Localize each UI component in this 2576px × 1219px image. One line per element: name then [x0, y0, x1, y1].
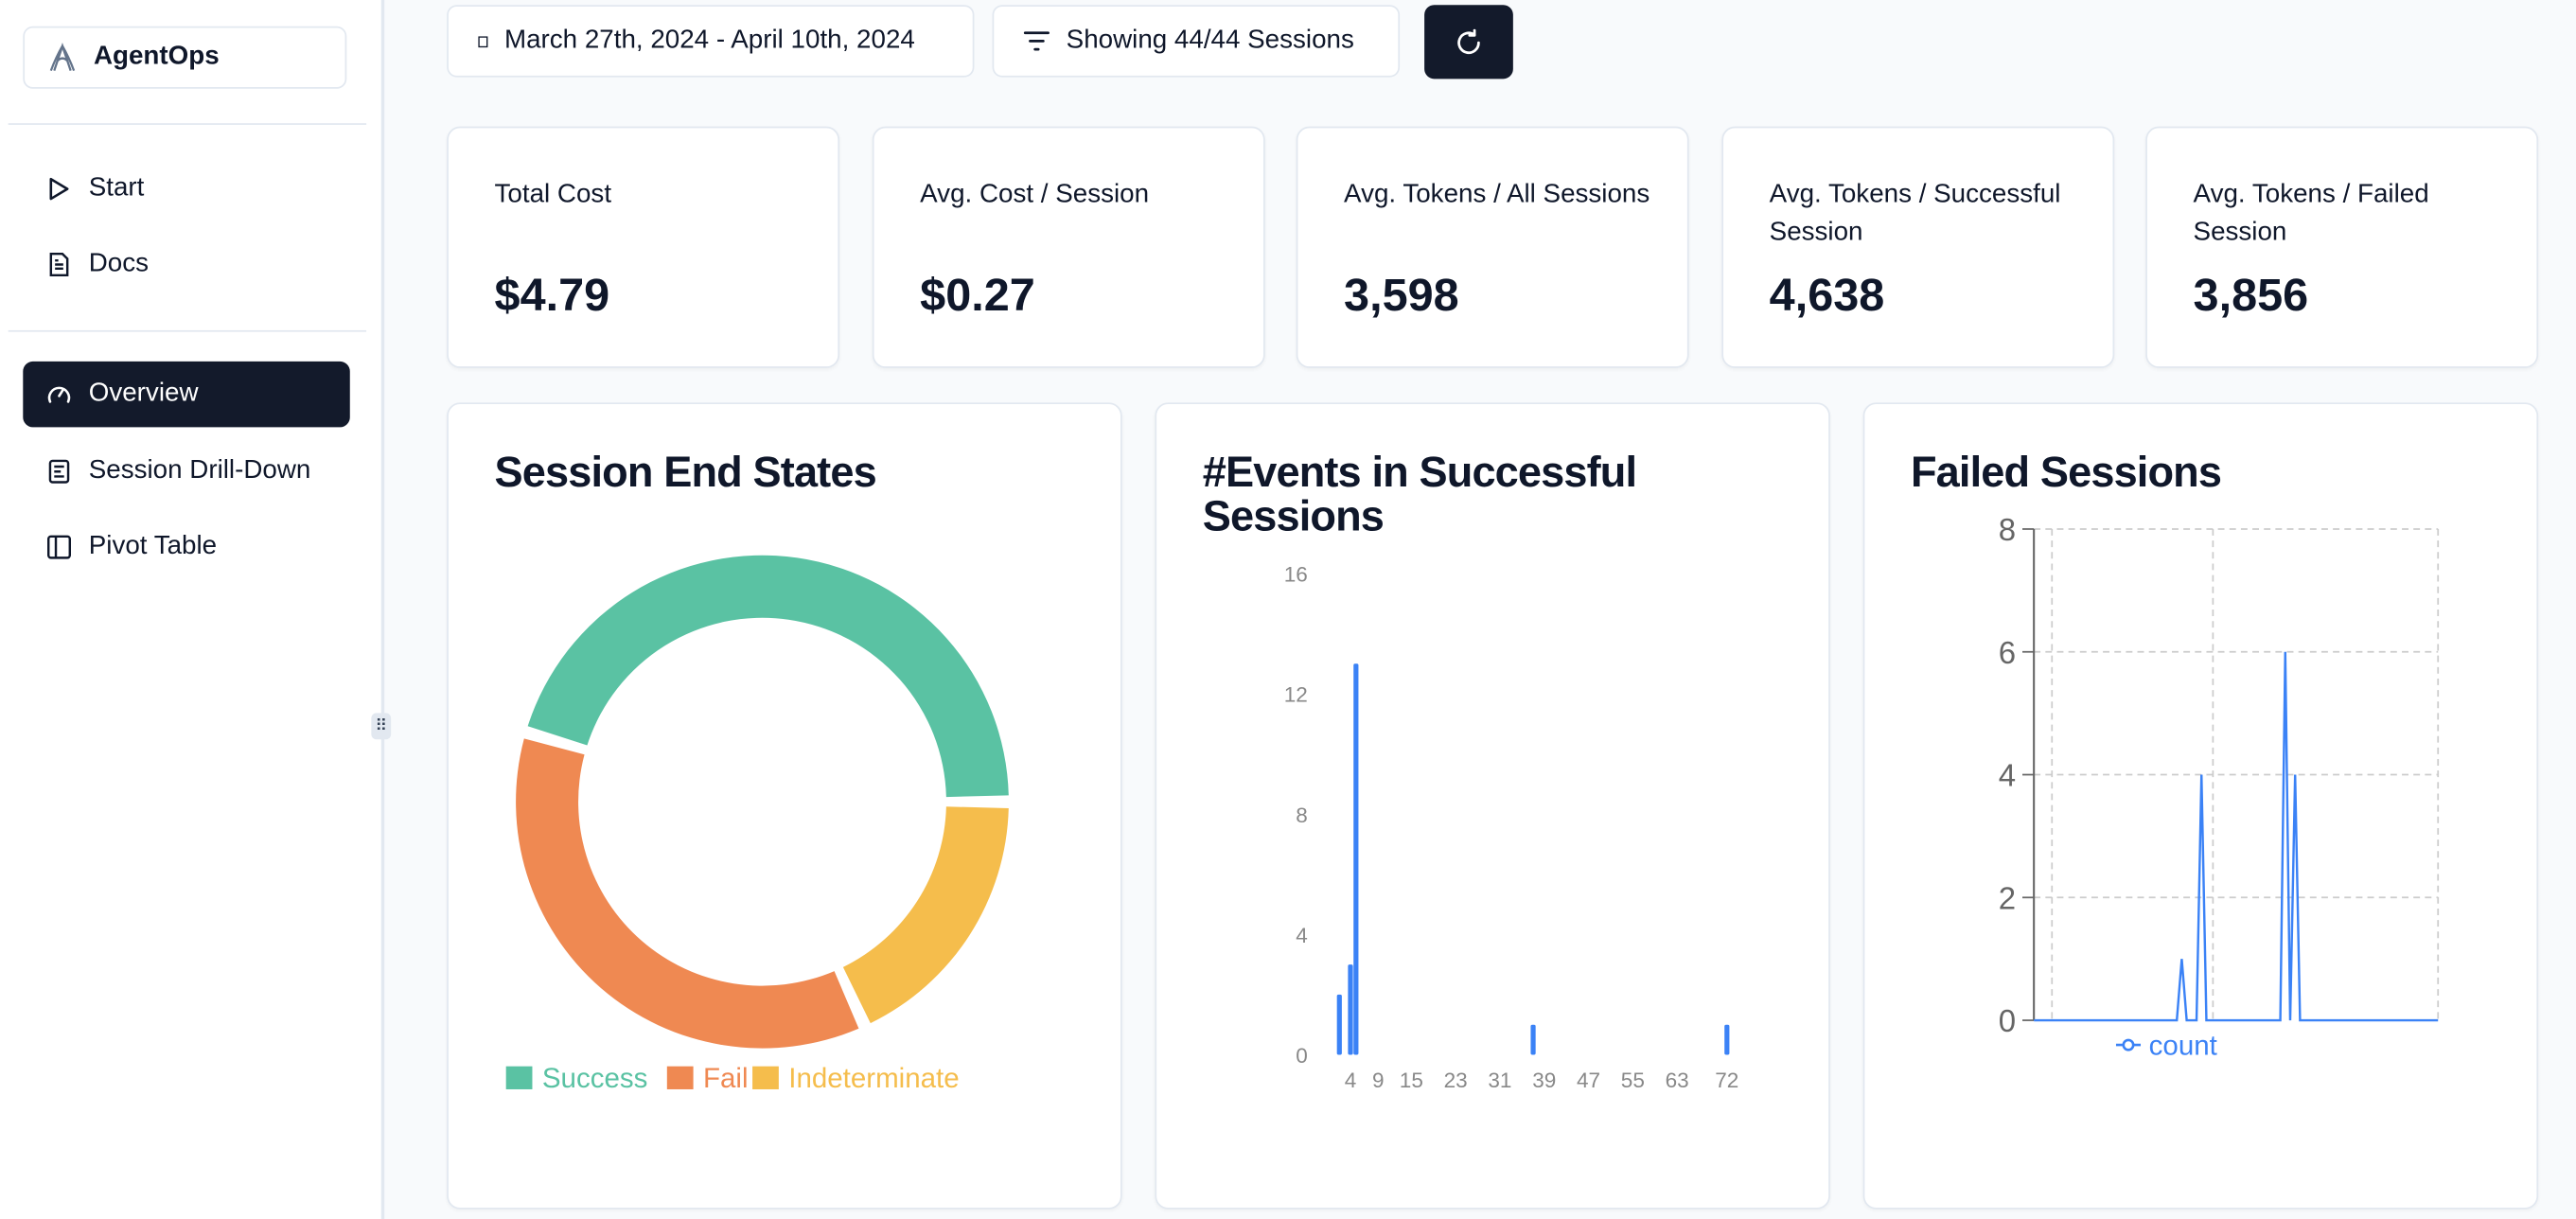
bar	[1724, 1024, 1730, 1055]
stat-label: Avg. Tokens / All Sessions	[1344, 180, 1650, 209]
line-chart: 0 2 4 6 8 count	[1999, 512, 2440, 1062]
x-tick-label: 72	[1715, 1069, 1738, 1092]
stat-label: Avg. Tokens / Successful Session	[1769, 180, 2061, 247]
stat-card-avg-tokens-failed: Avg. Tokens / Failed Session 3,856	[2145, 126, 2539, 368]
play-icon	[49, 177, 69, 201]
x-tick-label: 47	[1577, 1069, 1600, 1092]
chart-title: #Events in Successful Sessions	[1202, 447, 1637, 541]
bar	[1336, 994, 1342, 1055]
gauge-icon	[47, 386, 71, 403]
sidebar-item-overview[interactable]: Overview	[23, 361, 350, 428]
x-tick-label: 15	[1400, 1069, 1423, 1092]
legend-swatch	[505, 1066, 533, 1089]
chart-title: Session End States	[494, 447, 877, 497]
y-tick-label: 8	[1296, 804, 1308, 827]
chart-card-session-end-states: Session End States Success Fail Indetermin…	[447, 402, 1122, 1210]
stat-value: $4.79	[494, 269, 610, 321]
panel-icon	[46, 535, 71, 559]
legend-label: Fail	[703, 1063, 749, 1094]
legend-label: Success	[542, 1063, 647, 1094]
brand-name: AgentOps	[93, 43, 220, 71]
stat-value: 3,598	[1344, 269, 1459, 321]
y-tick-label: 12	[1284, 683, 1308, 707]
date-range-label: March 27th, 2024 - April 10th, 2024	[503, 26, 915, 55]
sidebar-item-start[interactable]: Start	[23, 156, 349, 221]
y-tick-label: 2	[1999, 880, 2016, 915]
y-tick-label: 4	[1999, 758, 2016, 793]
stat-label: Avg. Tokens / Failed Session	[2193, 180, 2429, 247]
document-icon	[49, 252, 69, 276]
sidebar-item-label: Start	[88, 174, 145, 203]
donut-slice-fail	[516, 738, 859, 1049]
x-tick-label: 9	[1372, 1069, 1385, 1092]
filter-icon	[1023, 31, 1050, 51]
x-tick-label: 31	[1488, 1069, 1511, 1092]
legend-label: count	[2149, 1031, 2217, 1062]
legend-swatch	[666, 1066, 694, 1089]
sidebar-resize-handle[interactable]: ⠿	[371, 713, 392, 740]
bar	[1530, 1024, 1536, 1055]
donut-slice-success	[527, 555, 1009, 798]
x-tick-label: 4	[1345, 1069, 1357, 1092]
sidebar-item-label: Overview	[88, 380, 199, 408]
divider	[8, 123, 367, 125]
divider	[8, 329, 367, 332]
sidebar-item-label: Session Drill-Down	[88, 456, 311, 486]
donut-slice-indeterminate	[842, 806, 1009, 1024]
legend-label: Indeterminate	[788, 1063, 959, 1094]
series-line-count	[2034, 651, 2439, 1022]
sessions-filter-button[interactable]: Showing 44/44 Sessions	[992, 5, 1401, 78]
date-range-button[interactable]: March 27th, 2024 - April 10th, 2024	[447, 5, 975, 78]
refresh-button[interactable]	[1424, 5, 1513, 80]
y-tick-label: 4	[1296, 924, 1308, 947]
stat-value: 4,638	[1769, 269, 1885, 321]
stat-card-avg-cost: Avg. Cost / Session $0.27	[872, 126, 1265, 368]
x-tick-label: 39	[1532, 1069, 1556, 1092]
sidebar-item-docs[interactable]: Docs	[23, 232, 349, 297]
sidebar-item-label: Pivot Table	[88, 532, 218, 560]
x-tick-label: 63	[1666, 1069, 1689, 1092]
legend-marker-icon	[2122, 1038, 2135, 1051]
stat-value: $0.27	[920, 269, 1035, 321]
chart-card-failed-sessions: Failed Sessions 0 2 4 6 8 count	[1862, 402, 2539, 1210]
sessions-filter-label: Showing 44/44 Sessions	[1066, 26, 1354, 55]
donut-chart: Success Fail Indeterminate	[505, 555, 1009, 1094]
legend-swatch	[752, 1066, 779, 1089]
x-tick-label: 23	[1444, 1069, 1468, 1092]
sidebar-item-pivot-table[interactable]: Pivot Table	[23, 514, 349, 579]
stat-label: Total Cost	[494, 180, 612, 209]
bar	[1353, 663, 1359, 1055]
sidebar-item-label: Docs	[88, 249, 150, 278]
chart-title: Failed Sessions	[1910, 447, 2222, 497]
y-tick-label: 16	[1284, 563, 1308, 587]
stat-card-avg-tokens-success: Avg. Tokens / Successful Session 4,638	[1721, 126, 2115, 368]
y-tick-label: 0	[1296, 1044, 1308, 1068]
list-icon	[48, 459, 70, 484]
chart-card-events-successful: #Events in Successful Sessions 0 4 8 12 16 4 9…	[1155, 402, 1830, 1210]
refresh-icon	[1457, 27, 1480, 54]
calendar-icon	[478, 35, 488, 47]
stat-label: Avg. Cost / Session	[920, 180, 1150, 209]
y-tick-label: 6	[1999, 635, 2016, 670]
brand-logo-box[interactable]: AgentOps	[23, 26, 347, 89]
sidebar: AgentOps Start Docs Overview Session Dri…	[0, 0, 385, 1219]
agentops-logo-icon	[49, 43, 76, 72]
stat-card-total-cost: Total Cost $4.79	[447, 126, 840, 368]
x-tick-label: 55	[1621, 1069, 1645, 1092]
sidebar-item-session-drill-down[interactable]: Session Drill-Down	[23, 439, 349, 504]
stat-value: 3,856	[2193, 269, 2309, 321]
bar	[1348, 964, 1353, 1055]
y-tick-label: 0	[1999, 1003, 2016, 1038]
y-tick-label: 8	[1999, 512, 2016, 547]
stat-card-avg-tokens-all: Avg. Tokens / All Sessions 3,598	[1296, 126, 1689, 368]
